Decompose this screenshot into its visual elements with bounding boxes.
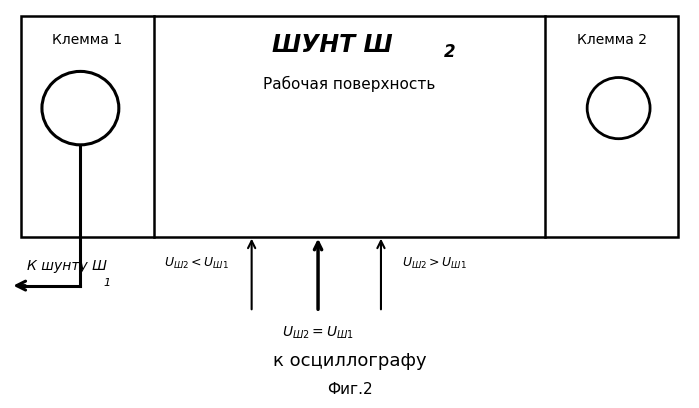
Ellipse shape [587,78,650,139]
Ellipse shape [42,71,119,145]
Text: Рабочая поверхность: Рабочая поверхность [264,75,435,92]
Text: к осциллографу: к осциллографу [273,352,426,370]
Text: 2: 2 [444,43,456,61]
Text: Фиг.2: Фиг.2 [326,382,373,397]
Text: Клемма 1: Клемма 1 [52,33,122,47]
Text: $\mathit{U}_{\mathit{Ш2}}=\mathit{U}_{\mathit{Ш1}}$: $\mathit{U}_{\mathit{Ш2}}=\mathit{U}_{\m… [282,324,354,341]
Text: 1: 1 [103,277,110,288]
Bar [21,16,678,237]
Text: ШУНТ Ш: ШУНТ Ш [272,33,392,57]
Text: К шунту Ш: К шунту Ш [27,259,106,273]
Text: $\mathit{U}_{\mathit{Ш2}}<\mathit{U}_{\mathit{Ш1}}$: $\mathit{U}_{\mathit{Ш2}}<\mathit{U}_{\m… [164,255,229,271]
Text: $\mathit{U}_{\mathit{Ш2}}>\mathit{U}_{\mathit{Ш1}}$: $\mathit{U}_{\mathit{Ш2}}>\mathit{U}_{\m… [402,255,467,271]
Text: Клемма 2: Клемма 2 [577,33,647,47]
